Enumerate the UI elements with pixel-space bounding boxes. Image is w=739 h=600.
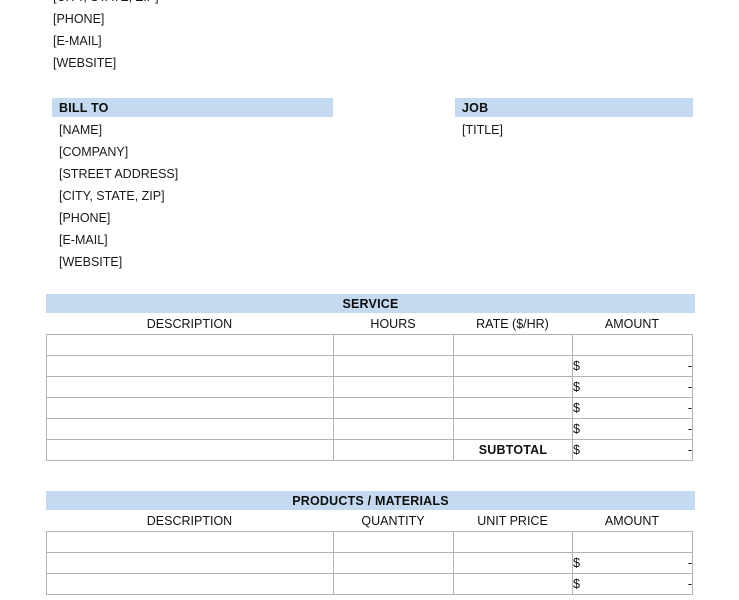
bill-to-header: BILL TO (52, 98, 333, 117)
service-cell-hours[interactable] (333, 418, 454, 440)
job-block: JOB [TITLE] (455, 98, 693, 141)
service-cell-amount[interactable]: $ - (572, 355, 693, 377)
job-fields: [TITLE] (455, 117, 693, 141)
products-column-headers: DESCRIPTION QUANTITY UNIT PRICE AMOUNT (46, 510, 692, 531)
currency-symbol: $ (573, 401, 580, 415)
currency-symbol: $ (573, 380, 580, 394)
service-cell-description[interactable] (46, 376, 334, 398)
service-section-title: SERVICE (46, 294, 695, 313)
bill-to-company[interactable]: [COMPANY] (59, 145, 129, 159)
contact-line: [WEBSITE] (53, 56, 117, 70)
contact-line: [CITY, STATE, ZIP] (53, 0, 353, 8)
amount-value: - (687, 443, 692, 457)
products-cell-amount[interactable]: $ - (572, 552, 693, 574)
table-row[interactable]: $ - (46, 418, 693, 440)
currency-symbol: $ (573, 556, 580, 570)
currency-symbol: $ (573, 422, 580, 436)
products-cell-amount[interactable]: $ - (572, 573, 693, 595)
amount-value: - (687, 577, 692, 591)
products-col-quantity: QUANTITY (361, 513, 425, 528)
bill-to-website[interactable]: [WEBSITE] (59, 255, 123, 269)
service-cell-hours[interactable] (333, 376, 454, 398)
amount-value: - (687, 359, 692, 373)
service-cell-amount[interactable]: $ - (572, 376, 693, 398)
bill-to-name[interactable]: [NAME] (59, 123, 103, 137)
table-row[interactable] (46, 531, 693, 553)
service-cell-amount[interactable]: $ - (572, 418, 693, 440)
service-cell-description[interactable] (46, 397, 334, 419)
products-cell-quantity[interactable] (333, 573, 454, 595)
bill-to-phone[interactable]: [PHONE] (59, 211, 111, 225)
products-cell-unit-price[interactable] (453, 531, 573, 553)
table-row[interactable]: $ - (46, 573, 693, 595)
products-materials-section: PRODUCTS / MATERIALS DESCRIPTION QUANTIT… (46, 491, 695, 595)
service-col-rate: RATE ($/HR) (476, 316, 549, 331)
table-row[interactable] (46, 334, 693, 356)
service-cell-hours[interactable] (333, 334, 454, 356)
service-col-description: DESCRIPTION (146, 316, 233, 331)
contact-line: [PHONE] (53, 12, 105, 26)
products-section-title: PRODUCTS / MATERIALS (46, 491, 695, 510)
amount-value: - (687, 422, 692, 436)
table-row[interactable]: $ - (46, 552, 693, 574)
service-table: $ - $ - (46, 334, 693, 461)
service-cell-amount[interactable] (572, 334, 693, 356)
table-row[interactable]: $ - (46, 397, 693, 419)
products-cell-unit-price[interactable] (453, 552, 573, 574)
currency-symbol: $ (573, 577, 580, 591)
products-cell-quantity[interactable] (333, 531, 454, 553)
currency-symbol: $ (573, 443, 580, 457)
amount-value: - (687, 556, 692, 570)
service-subtotal-label: SUBTOTAL (453, 439, 573, 461)
table-row[interactable]: $ - (46, 376, 693, 398)
service-cell-rate[interactable] (453, 334, 573, 356)
currency-symbol: $ (573, 359, 580, 373)
service-col-hours: HOURS (370, 316, 416, 331)
contact-line: [E-MAIL] (53, 34, 102, 48)
products-cell-unit-price[interactable] (453, 573, 573, 595)
service-subtotal-amount: $ - (572, 439, 693, 461)
service-cell-description[interactable] (46, 334, 334, 356)
service-cell-hours[interactable] (333, 355, 454, 377)
sender-contact-block: [CITY, STATE, ZIP] [PHONE] [E-MAIL] [WEB… (53, 0, 353, 74)
service-cell-rate[interactable] (453, 418, 573, 440)
products-col-description: DESCRIPTION (146, 513, 233, 528)
products-cell-description[interactable] (46, 552, 334, 574)
service-col-amount: AMOUNT (604, 316, 660, 331)
service-cell-rate[interactable] (453, 355, 573, 377)
products-col-amount: AMOUNT (604, 513, 660, 528)
service-cell-rate[interactable] (453, 376, 573, 398)
amount-value: - (687, 380, 692, 394)
service-cell-rate[interactable] (453, 397, 573, 419)
bill-to-fields: [NAME] [COMPANY] [STREET ADDRESS] [CITY,… (52, 117, 333, 273)
products-col-unit-price: UNIT PRICE (477, 513, 548, 528)
service-cell-hours[interactable] (333, 397, 454, 419)
job-header: JOB (455, 98, 693, 117)
service-column-headers: DESCRIPTION HOURS RATE ($/HR) AMOUNT (46, 313, 692, 334)
products-cell-description[interactable] (46, 531, 334, 553)
bill-to-city-state-zip[interactable]: [CITY, STATE, ZIP] (59, 189, 165, 203)
service-cell-description[interactable] (46, 355, 334, 377)
bill-to-email[interactable]: [E-MAIL] (59, 233, 108, 247)
products-cell-amount[interactable] (572, 531, 693, 553)
table-row[interactable]: $ - (46, 355, 693, 377)
service-cell-amount[interactable]: $ - (572, 397, 693, 419)
products-cell-quantity[interactable] (333, 552, 454, 574)
service-subtotal-row: SUBTOTAL $ - (46, 439, 693, 461)
bill-to-block: BILL TO [NAME] [COMPANY] [STREET ADDRESS… (52, 98, 333, 273)
job-title[interactable]: [TITLE] (462, 123, 503, 137)
service-section: SERVICE DESCRIPTION HOURS RATE ($/HR) AM… (46, 294, 695, 461)
amount-value: - (687, 401, 692, 415)
products-table: $ - $ - (46, 531, 693, 595)
spacer-cell (46, 439, 334, 461)
service-cell-description[interactable] (46, 418, 334, 440)
bill-to-street-address[interactable]: [STREET ADDRESS] (59, 167, 179, 181)
products-cell-description[interactable] (46, 573, 334, 595)
spacer-cell (333, 439, 454, 461)
